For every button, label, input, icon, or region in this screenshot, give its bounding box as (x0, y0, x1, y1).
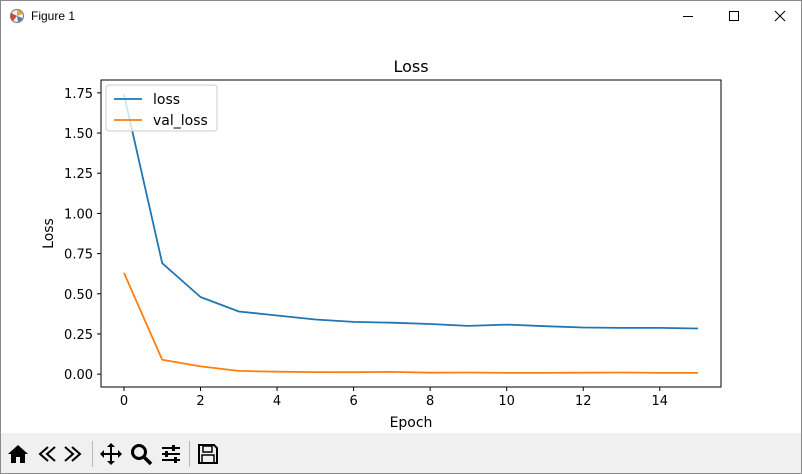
y-tick-label: 0.75 (64, 248, 93, 263)
toolbar-separator (92, 441, 93, 467)
axis-ticks: 0 2 4 6 8 10 12 14 0.00 0.25 0.50 0.75 1.00 1.25 1.50 1… (64, 87, 668, 409)
x-tick-label: 6 (349, 394, 357, 409)
maximize-button[interactable] (711, 1, 757, 31)
legend-label: loss (153, 92, 180, 108)
y-tick-label: 1.25 (64, 167, 93, 182)
figure-canvas: Loss 0 2 4 6 8 10 12 14 0.00 0.25 0.50 0.75 1.00 1.25… (1, 31, 801, 431)
y-axis-label: Loss (41, 218, 57, 249)
series-line-val-loss (123, 272, 698, 374)
close-icon (774, 10, 786, 22)
zoom-icon (131, 444, 153, 466)
minimize-button[interactable] (665, 1, 711, 31)
x-tick-label: 2 (196, 394, 204, 409)
x-tick-label: 4 (273, 394, 281, 409)
pan-button[interactable] (98, 441, 124, 467)
y-tick-label: 1.50 (64, 127, 93, 142)
chart-legend: loss val_loss (105, 84, 218, 132)
save-button[interactable] (195, 441, 221, 467)
x-tick-label: 8 (426, 394, 434, 409)
title-bar[interactable]: Figure 1 (1, 1, 801, 31)
chart-title: Loss (393, 57, 428, 76)
series-line-loss (123, 94, 699, 330)
move-icon (100, 443, 122, 465)
y-tick-label: 1.00 (64, 207, 93, 222)
maximize-icon (729, 11, 739, 21)
sliders-icon (162, 445, 180, 463)
legend-label: val_loss (153, 113, 208, 129)
y-tick-label: 0.50 (64, 288, 93, 303)
matplotlib-icon (9, 8, 25, 24)
window-title: Figure 1 (31, 9, 76, 23)
minimize-icon (683, 16, 693, 17)
loss-chart: Loss 0 2 4 6 8 10 12 14 0.00 0.25 0.50 0.75 1.00 1.25… (41, 57, 722, 431)
x-axis-label: Epoch (390, 415, 433, 431)
y-tick-label: 0.25 (64, 328, 93, 343)
zoom-button[interactable] (128, 441, 154, 467)
plot-lines (123, 94, 699, 374)
x-tick-label: 14 (651, 394, 668, 409)
save-icon (198, 444, 218, 464)
configure-subplots-button[interactable] (158, 441, 184, 467)
forward-button[interactable] (61, 441, 87, 467)
x-tick-label: 12 (575, 394, 592, 409)
axes-frame (100, 79, 722, 388)
back-button[interactable] (33, 441, 59, 467)
close-button[interactable] (757, 1, 801, 31)
x-tick-label: 10 (498, 394, 515, 409)
y-tick-label: 1.75 (64, 87, 93, 102)
home-icon (8, 445, 28, 463)
x-tick-label: 0 (120, 394, 128, 409)
navigation-toolbar (1, 433, 801, 473)
y-tick-label: 0.00 (64, 368, 93, 383)
toolbar-separator (189, 441, 190, 467)
back-arrow-icon (38, 446, 56, 462)
forward-arrow-icon (64, 446, 82, 462)
home-button[interactable] (5, 441, 31, 467)
